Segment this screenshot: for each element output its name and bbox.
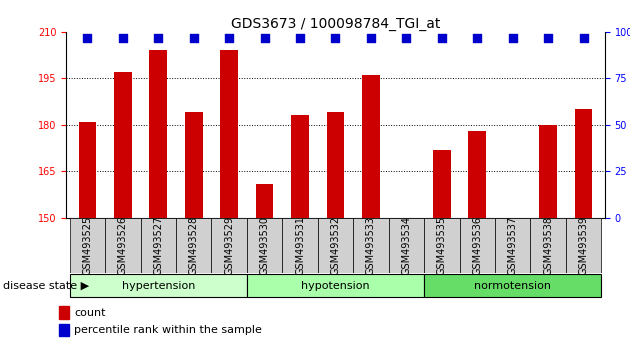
- Text: hypertension: hypertension: [122, 281, 195, 291]
- Text: GSM493529: GSM493529: [224, 216, 234, 275]
- Text: disease state ▶: disease state ▶: [3, 281, 89, 291]
- Point: [295, 35, 305, 41]
- FancyBboxPatch shape: [389, 218, 424, 273]
- Point: [578, 35, 588, 41]
- Text: percentile rank within the sample: percentile rank within the sample: [74, 325, 262, 335]
- Title: GDS3673 / 100098784_TGI_at: GDS3673 / 100098784_TGI_at: [231, 17, 440, 31]
- Text: GSM493538: GSM493538: [543, 216, 553, 275]
- Point: [508, 35, 518, 41]
- Text: GSM493526: GSM493526: [118, 216, 128, 275]
- FancyBboxPatch shape: [247, 274, 424, 297]
- Point: [224, 35, 234, 41]
- Bar: [256, 184, 273, 218]
- Bar: [59, 306, 69, 319]
- Text: GSM493536: GSM493536: [472, 216, 482, 275]
- Bar: [220, 51, 238, 218]
- Point: [331, 35, 341, 41]
- Text: normotension: normotension: [474, 281, 551, 291]
- FancyBboxPatch shape: [105, 218, 140, 273]
- FancyBboxPatch shape: [424, 218, 459, 273]
- FancyBboxPatch shape: [140, 218, 176, 273]
- Text: GSM493528: GSM493528: [189, 216, 198, 275]
- FancyBboxPatch shape: [566, 218, 601, 273]
- Bar: [291, 115, 309, 218]
- Text: GSM493535: GSM493535: [437, 216, 447, 275]
- Text: hypotension: hypotension: [301, 281, 370, 291]
- FancyBboxPatch shape: [424, 274, 601, 297]
- FancyBboxPatch shape: [247, 218, 282, 273]
- FancyBboxPatch shape: [212, 218, 247, 273]
- Point: [189, 35, 199, 41]
- Bar: [114, 72, 132, 218]
- Text: GSM493525: GSM493525: [83, 216, 93, 275]
- Text: GSM493530: GSM493530: [260, 216, 270, 275]
- Bar: [539, 125, 557, 218]
- Point: [260, 35, 270, 41]
- Point: [153, 35, 163, 41]
- Text: count: count: [74, 308, 105, 318]
- Point: [83, 35, 93, 41]
- FancyBboxPatch shape: [318, 218, 353, 273]
- Point: [118, 35, 128, 41]
- Point: [543, 35, 553, 41]
- Bar: [185, 113, 203, 218]
- Bar: [326, 113, 345, 218]
- FancyBboxPatch shape: [70, 274, 247, 297]
- Point: [437, 35, 447, 41]
- Point: [401, 35, 411, 41]
- Bar: [575, 109, 592, 218]
- Bar: [59, 324, 69, 336]
- Text: GSM493531: GSM493531: [295, 216, 305, 275]
- Bar: [433, 150, 450, 218]
- FancyBboxPatch shape: [459, 218, 495, 273]
- Point: [472, 35, 483, 41]
- Point: [366, 35, 376, 41]
- Bar: [149, 51, 167, 218]
- Text: GSM493537: GSM493537: [508, 216, 518, 275]
- FancyBboxPatch shape: [176, 218, 212, 273]
- FancyBboxPatch shape: [530, 218, 566, 273]
- FancyBboxPatch shape: [282, 218, 318, 273]
- Text: GSM493527: GSM493527: [153, 216, 163, 275]
- Text: GSM493539: GSM493539: [578, 216, 588, 275]
- Bar: [362, 75, 380, 218]
- FancyBboxPatch shape: [70, 218, 105, 273]
- Text: GSM493532: GSM493532: [331, 216, 340, 275]
- Bar: [79, 122, 96, 218]
- Text: GSM493533: GSM493533: [366, 216, 376, 275]
- Bar: [468, 131, 486, 218]
- FancyBboxPatch shape: [495, 218, 530, 273]
- Text: GSM493534: GSM493534: [401, 216, 411, 275]
- FancyBboxPatch shape: [353, 218, 389, 273]
